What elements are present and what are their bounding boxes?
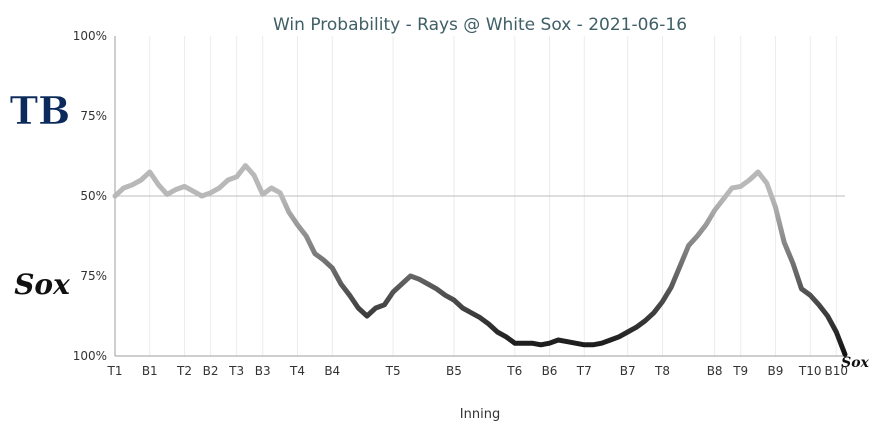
x-tick-label: T7 [576,364,592,378]
x-tick-label: B5 [446,364,462,378]
x-tick-label: T2 [176,364,192,378]
white-sox-logo-text: Sox [14,268,70,301]
rays-logo-text: TB [10,88,70,133]
chart-title: Win Probability - Rays @ White Sox - 202… [273,15,687,35]
x-tick-label: B9 [768,364,784,378]
x-tick-label: T10 [798,364,822,378]
y-tick-label: 75% [80,269,107,283]
x-tick-label: B8 [707,364,723,378]
x-tick-label: T6 [506,364,522,378]
x-tick-label: T9 [732,364,748,378]
x-axis: T1 B1 T2 B2 T3 B3 T4 B4 T5 B5 T6 B6 T7 B7 T8 B8 T9 B9 T10 B… [107,364,849,378]
x-tick-label: B2 [203,364,219,378]
white-sox-logo-icon: Sox [14,268,70,301]
y-tick-label: 100% [73,349,107,363]
x-tick-label: T8 [654,364,670,378]
x-tick-label: B1 [142,364,158,378]
win-probability-line [112,163,848,357]
x-tick-label: B6 [542,364,558,378]
y-tick-label: 100% [73,29,107,43]
x-tick-label: B10 [825,364,849,378]
white-sox-end-marker-text: Sox [841,355,869,371]
x-tick-label: B7 [620,364,636,378]
x-tick-label: T1 [107,364,123,378]
white-sox-end-marker-icon: Sox [841,355,869,371]
x-axis-title: Inning [460,407,500,422]
x-tick-label: T4 [289,364,305,378]
x-tick-label: B3 [255,364,271,378]
rays-logo-icon: TB [9,88,70,134]
x-tick-label: B4 [324,364,340,378]
y-axis: 100% 75% 50% 75% 100% [73,29,845,363]
x-tick-label: T3 [228,364,244,378]
x-tick-label: T5 [385,364,401,378]
series-layer [112,163,848,357]
y-tick-label: 50% [80,189,107,203]
y-tick-label: 75% [80,109,107,123]
